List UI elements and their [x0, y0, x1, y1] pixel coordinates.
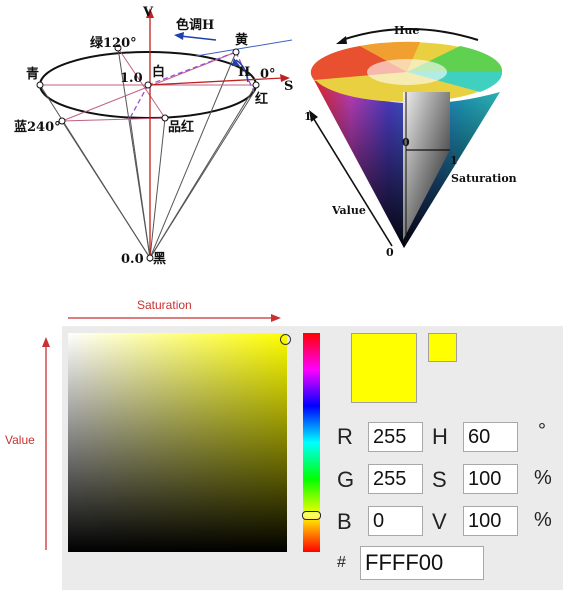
- s-axis-label: S: [284, 79, 293, 94]
- hsv-cone-diagram: V S 色调H H 绿120° 黄 青 白 1.0 红 0° 蓝240° 品红 …: [0, 0, 300, 280]
- saturation-axis-arrow: [68, 312, 283, 324]
- b-field[interactable]: 0: [368, 506, 423, 536]
- cyan-label: 青: [26, 66, 39, 82]
- saturation-one-label: 1: [450, 154, 458, 167]
- white-label: 白: [152, 64, 165, 80]
- hue-arrow-head: [174, 32, 184, 40]
- hue-slider-handle[interactable]: [302, 511, 321, 520]
- r-label: R: [337, 424, 353, 450]
- value-label: Value: [331, 204, 366, 217]
- magenta-label: 品红: [168, 119, 194, 135]
- yellow-label: 黄: [235, 32, 248, 48]
- hue-arrow-label: 色调H: [176, 17, 214, 33]
- current-color-swatch: [351, 333, 417, 403]
- sv-cursor[interactable]: [280, 334, 291, 345]
- value-top-label: 1.0: [120, 71, 143, 86]
- hue-arrow: [180, 36, 216, 40]
- red-label: 红: [255, 91, 268, 107]
- r-field[interactable]: 255: [368, 422, 423, 452]
- hex-field[interactable]: FFFF00: [360, 546, 484, 580]
- center-zero-label: 0: [402, 136, 410, 149]
- value-one-label: 1: [304, 110, 312, 123]
- v-field[interactable]: 100: [463, 506, 518, 536]
- h-label: H: [432, 424, 448, 450]
- g-field[interactable]: 255: [368, 464, 423, 494]
- saturation-value-square[interactable]: [68, 333, 287, 552]
- black-value-label: 0.0: [121, 252, 144, 267]
- saturation-label: Saturation: [451, 172, 517, 185]
- green-label: 绿120°: [90, 35, 137, 51]
- black-label: 黑: [153, 252, 166, 267]
- v-unit: %: [534, 509, 552, 532]
- tip-zero-label: 0: [386, 246, 394, 259]
- h-marker-label: H: [238, 65, 250, 80]
- cone-top-center: [367, 59, 447, 85]
- s-label: S: [432, 467, 447, 493]
- v-axis-label: V: [142, 5, 154, 20]
- hue-arc-head: [336, 36, 347, 44]
- previous-color-swatch[interactable]: [428, 333, 457, 362]
- cone-lines: [40, 48, 256, 258]
- zero-deg-label: 0°: [260, 67, 276, 82]
- hue-label: Hue: [394, 24, 419, 37]
- b-label: B: [337, 509, 352, 535]
- s-field[interactable]: 100: [463, 464, 518, 494]
- g-label: G: [337, 467, 354, 493]
- value-axis-arrow: [40, 336, 52, 551]
- h-unit: °: [538, 420, 546, 443]
- saturation-axis-label: Saturation: [137, 298, 192, 312]
- s-unit: %: [534, 467, 552, 490]
- blue-label: 蓝240°: [14, 119, 61, 135]
- value-axis-label: Value: [5, 433, 35, 447]
- hex-label: #: [337, 554, 346, 572]
- color-cone-3d: Hue 1 0 1 Saturation Value 0: [300, 0, 563, 280]
- h-field[interactable]: 60: [463, 422, 518, 452]
- v-label: V: [432, 509, 447, 535]
